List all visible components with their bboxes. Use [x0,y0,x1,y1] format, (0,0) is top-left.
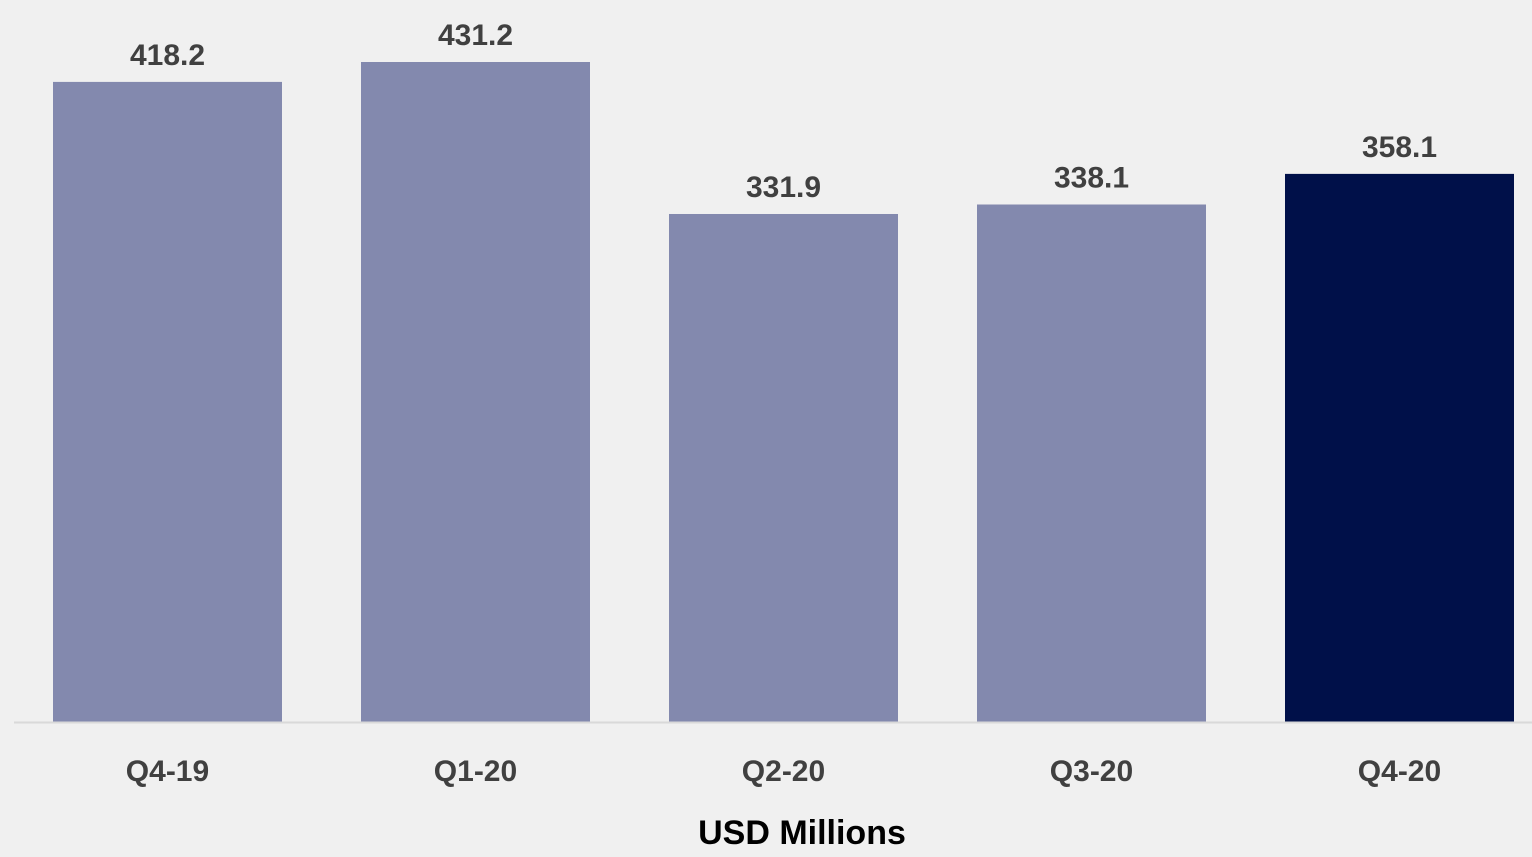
data-label-q3-20: 338.1 [1054,162,1129,195]
bar-q4-20 [1285,173,1514,722]
x-tick-label-q3-20: Q3-20 [1050,755,1133,788]
data-label-q4-19: 418.2 [130,39,205,72]
x-axis-title: USD Millions [698,814,906,852]
bar-q2-20 [669,213,898,722]
x-tick-label-q2-20: Q2-20 [742,755,825,788]
bar-q3-20 [977,204,1206,722]
x-tick-label-q4-19: Q4-19 [126,755,209,788]
data-label-q4-20: 358.1 [1362,131,1437,164]
bar-q1-20 [361,62,590,722]
x-tick-label-q4-20: Q4-20 [1358,755,1441,788]
data-label-q1-20: 431.2 [438,19,513,52]
x-tick-label-q1-20: Q1-20 [434,755,517,788]
data-label-q2-20: 331.9 [746,171,821,204]
bar-q4-19 [53,81,282,723]
